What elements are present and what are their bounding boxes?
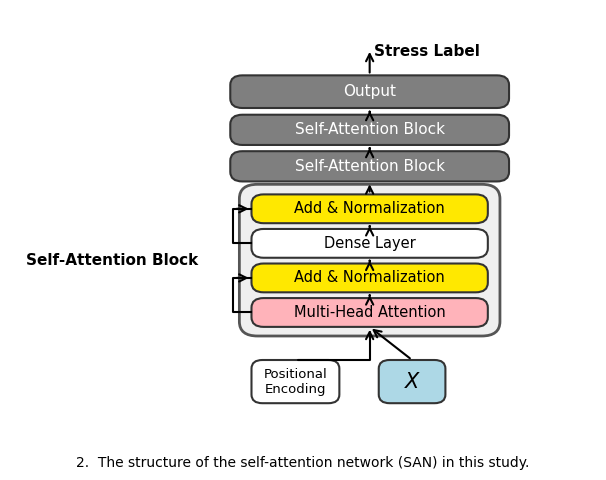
Text: Positional
Encoding: Positional Encoding	[264, 368, 327, 396]
FancyBboxPatch shape	[251, 298, 488, 327]
Text: 2.  The structure of the self-attention network (SAN) in this study.: 2. The structure of the self-attention n…	[76, 456, 530, 470]
FancyBboxPatch shape	[251, 194, 488, 223]
Text: Self-Attention Block: Self-Attention Block	[295, 159, 445, 174]
Text: Add & Normalization: Add & Normalization	[295, 201, 445, 216]
Text: Add & Normalization: Add & Normalization	[295, 270, 445, 286]
FancyBboxPatch shape	[251, 360, 339, 403]
FancyBboxPatch shape	[239, 184, 500, 336]
Text: Self-Attention Block: Self-Attention Block	[295, 122, 445, 137]
FancyBboxPatch shape	[251, 229, 488, 258]
FancyBboxPatch shape	[230, 75, 509, 108]
FancyBboxPatch shape	[230, 151, 509, 181]
Text: Multi-Head Attention: Multi-Head Attention	[294, 305, 445, 320]
Text: Output: Output	[343, 84, 396, 99]
FancyBboxPatch shape	[379, 360, 445, 403]
Text: X: X	[405, 372, 419, 392]
FancyBboxPatch shape	[251, 264, 488, 292]
Text: Self-Attention Block: Self-Attention Block	[26, 252, 198, 268]
FancyBboxPatch shape	[230, 115, 509, 145]
Text: Dense Layer: Dense Layer	[324, 236, 416, 251]
Text: Stress Label: Stress Label	[374, 44, 480, 60]
